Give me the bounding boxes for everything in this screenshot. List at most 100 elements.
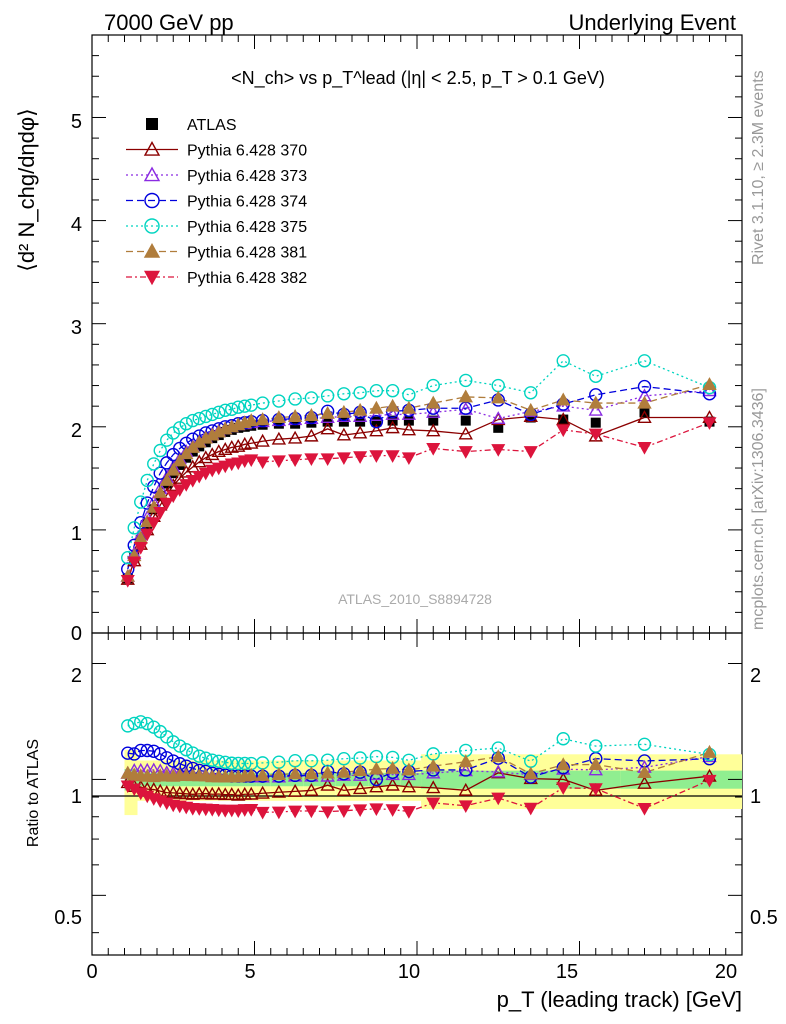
series-4-point (212, 405, 226, 420)
series-1-point (192, 454, 207, 468)
series-5-ratio-point (491, 749, 506, 763)
legend-label-2: Pythia 6.428 373 (187, 168, 307, 185)
series-2-point (401, 406, 417, 420)
series-6-point (185, 475, 200, 488)
series-1-ratio-point (224, 787, 239, 801)
series-5-ratio-point (702, 744, 717, 758)
series-5-ratio-point (369, 761, 384, 775)
series-4-point (192, 411, 206, 426)
series-1-point (556, 412, 571, 426)
series-5-ratio-point (255, 767, 270, 781)
series-4-point (225, 402, 239, 416)
series-6-point (458, 446, 473, 459)
series-4-point (231, 400, 245, 414)
series-6-ratio-point (426, 797, 441, 811)
header-left: 7000 GeV pp (104, 10, 234, 35)
series-6-ratio-point (458, 800, 473, 813)
series-4-point (140, 473, 154, 488)
series-0-point (460, 415, 471, 426)
series-5-ratio-point (523, 766, 538, 780)
series-5-ratio-point (244, 767, 259, 781)
series-5-point (244, 413, 259, 427)
series-3-ratio-point (127, 747, 141, 761)
series-5-point (271, 410, 287, 424)
series-4-ratio-point (127, 716, 141, 731)
series-4-ratio-point (199, 751, 213, 765)
series-1-ratio-point (304, 782, 319, 796)
header-right: Underlying Event (568, 10, 736, 35)
series-5-point (491, 390, 506, 404)
series-4-point (385, 384, 400, 398)
series-6-point (288, 454, 303, 468)
x-tick-label-10: 10 (398, 961, 420, 983)
series-4-ratio-point (225, 756, 239, 770)
series-6-ratio-point (271, 806, 286, 820)
series-1-ratio-point (401, 779, 417, 793)
analysis-watermark: ATLAS_2010_S8894728 (338, 591, 492, 607)
series-5-point (287, 409, 303, 422)
series-1-point (385, 420, 400, 434)
band-inner-bin (620, 770, 677, 789)
x-axis-label: p_T (leading track) [GeV] (497, 987, 742, 1012)
series-5-ratio-point (336, 764, 352, 778)
legend-label-4: Pythia 6.428 375 (187, 219, 307, 236)
legend: ATLAS Pythia 6.428 370 Pythia 6.428 373 Pyt… (126, 117, 307, 287)
series-5-point (556, 392, 571, 406)
series-5-point (637, 395, 652, 409)
y-tick-label-2: 2 (71, 420, 82, 442)
series-4-point (153, 443, 167, 458)
legend-label-6: Pythia 6.428 382 (187, 270, 307, 287)
series-3-point (637, 379, 652, 394)
series-5-point (336, 404, 352, 418)
series-3-point (160, 456, 174, 470)
series-4-ratio-point (140, 716, 154, 731)
series-4-ratio-point (218, 755, 232, 770)
series-6-ratio-point (491, 792, 506, 806)
series-4-point (637, 354, 652, 368)
top-series-markers (120, 354, 717, 588)
series-0-point (558, 414, 569, 425)
series-6-point (523, 446, 538, 459)
mcplots-label: mcplots.cern.ch [arXiv:1306.3436] (750, 388, 767, 630)
series-6-point (192, 470, 207, 484)
series-6-point (255, 456, 270, 470)
series-5-ratio-point (352, 763, 368, 777)
series-4-ratio-point (637, 737, 652, 752)
series-0-point (403, 415, 414, 426)
plot-title: <N_ch> vs p_T^lead (|η| < 2.5, p_T > 0.1… (231, 68, 605, 89)
series-5-point (523, 402, 538, 416)
series-6-point (271, 455, 286, 469)
series-6-point (159, 497, 174, 511)
series-3-line (127, 385, 710, 570)
series-6-point (369, 450, 384, 463)
series-4-point (459, 373, 473, 388)
rivet-label: Rivet 3.1.10, ≥ 2.3M events (750, 70, 767, 265)
series-5-ratio-point (426, 758, 441, 772)
series-5-point (702, 377, 717, 391)
series-6-ratio-point (401, 806, 416, 819)
ratio-tick-label-right-0.5: 0.5 (750, 907, 778, 929)
series-6-point (320, 453, 335, 466)
y-tick-label-0: 0 (71, 623, 82, 645)
series-6-point (127, 556, 142, 570)
series-3-point (153, 466, 167, 480)
series-6-ratio-point (556, 782, 571, 795)
series-0-point (428, 415, 439, 426)
series-4-ratio-point (589, 739, 603, 753)
series-6-point (133, 542, 148, 555)
series-6-ratio-point (369, 803, 384, 817)
series-2-point (556, 398, 571, 412)
series-4-point (272, 394, 286, 408)
series-5-ratio-point (320, 765, 335, 779)
series-1-ratio-point (336, 782, 352, 796)
series-1-point (172, 470, 187, 484)
series-5-point (588, 395, 603, 409)
series-6-ratio-point (385, 804, 400, 817)
legend-marker-0 (146, 118, 158, 130)
series-2-ratio-point (491, 764, 506, 778)
series-5-point (401, 400, 417, 414)
series-1-ratio-point (458, 782, 473, 796)
series-6-point (401, 452, 416, 465)
top-y-tick-labels: 0 1 2 3 4 5 (71, 111, 82, 645)
